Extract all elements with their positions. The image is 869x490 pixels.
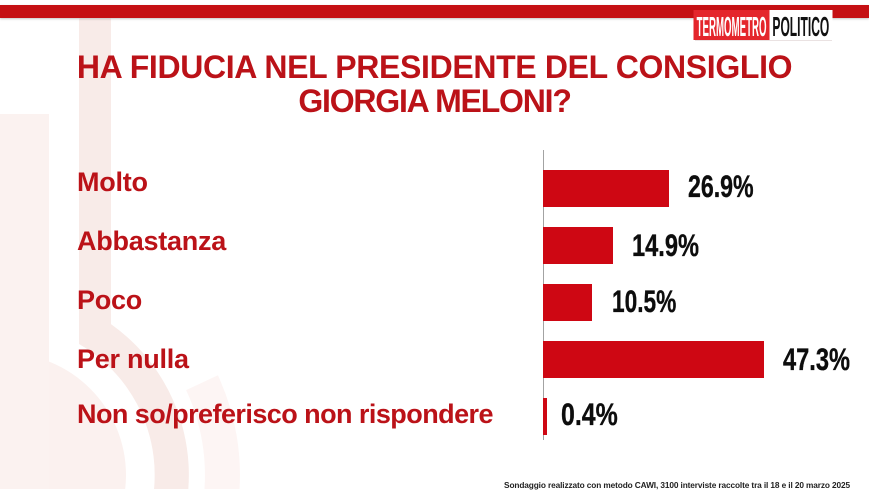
svg-text:POLITICO: POLITICO xyxy=(772,11,829,41)
svg-text:TERMOMETRO: TERMOMETRO xyxy=(697,11,767,40)
